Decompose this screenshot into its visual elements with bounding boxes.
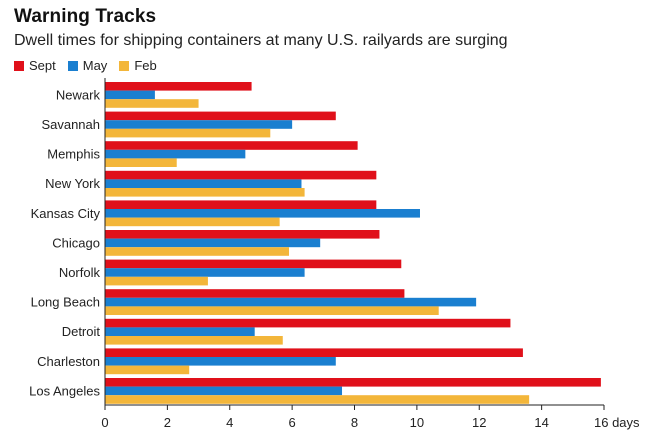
bar-new-york-may bbox=[105, 179, 302, 188]
legend-swatch-may bbox=[67, 60, 78, 71]
bar-los-angeles-may bbox=[105, 386, 343, 396]
chart-subtitle: Dwell times for shipping containers at m… bbox=[14, 32, 508, 49]
legend-item-may: May bbox=[67, 58, 108, 73]
bar-norfolk-sept bbox=[105, 259, 402, 269]
bar-chicago-feb bbox=[105, 247, 290, 256]
bar-chicago-may bbox=[105, 238, 321, 248]
bar-memphis-sept bbox=[105, 141, 358, 150]
chart-title: Warning Tracks bbox=[14, 6, 157, 27]
x-tick-label-0: 0 bbox=[101, 415, 108, 430]
bar-newark-feb bbox=[105, 99, 199, 108]
bar-norfolk-feb bbox=[105, 276, 208, 286]
bar-norfolk-may bbox=[105, 268, 305, 277]
legend-label-sept: Sept bbox=[29, 58, 56, 73]
category-label-savannah: Savannah bbox=[41, 117, 100, 132]
legend-label-feb: Feb bbox=[134, 58, 157, 73]
x-tick-label-6: 6 bbox=[289, 415, 296, 430]
bar-savannah-feb bbox=[105, 128, 271, 138]
category-label-newark: Newark bbox=[56, 87, 101, 102]
bar-kansas-city-sept bbox=[105, 200, 377, 209]
legend-item-sept: Sept bbox=[14, 58, 56, 73]
x-tick-label-4: 4 bbox=[226, 415, 233, 430]
bar-newark-sept bbox=[105, 82, 252, 91]
category-label-detroit: Detroit bbox=[62, 324, 101, 339]
category-label-los-angeles: Los Angeles bbox=[29, 383, 100, 398]
x-tick-label-8: 8 bbox=[351, 415, 358, 430]
bar-los-angeles-feb bbox=[105, 395, 530, 404]
bar-chicago-sept bbox=[105, 230, 380, 239]
category-label-new-york: New York bbox=[45, 176, 100, 191]
bar-kansas-city-feb bbox=[105, 217, 280, 227]
bar-charleston-feb bbox=[105, 365, 190, 375]
legend-label-may: May bbox=[82, 58, 108, 73]
chart-legend: Sept May Feb bbox=[14, 58, 169, 73]
x-tick-label-2: 2 bbox=[164, 415, 171, 430]
x-tick-label-12: 12 bbox=[472, 415, 486, 430]
bar-long-beach-sept bbox=[105, 289, 405, 298]
bar-detroit-feb bbox=[105, 336, 283, 345]
bar-memphis-feb bbox=[105, 158, 177, 167]
bar-savannah-sept bbox=[105, 111, 336, 121]
legend-swatch-sept bbox=[14, 60, 24, 71]
category-label-chicago: Chicago bbox=[52, 235, 100, 250]
legend-item-feb: Feb bbox=[119, 58, 157, 73]
category-label-kansas-city: Kansas City bbox=[31, 206, 101, 221]
bar-new-york-sept bbox=[105, 170, 377, 180]
bar-charleston-sept bbox=[105, 348, 523, 357]
legend-swatch-feb bbox=[119, 60, 130, 71]
bar-memphis-may bbox=[105, 149, 246, 159]
x-tick-label-10: 10 bbox=[410, 415, 424, 430]
category-label-charleston: Charleston bbox=[37, 354, 100, 369]
bar-los-angeles-sept bbox=[105, 378, 601, 387]
bar-charleston-may bbox=[105, 357, 336, 366]
bar-kansas-city-may bbox=[105, 209, 420, 218]
category-label-long-beach: Long Beach bbox=[31, 295, 100, 310]
bar-savannah-may bbox=[105, 120, 293, 129]
bar-newark-may bbox=[105, 90, 155, 100]
x-tick-label-14: 14 bbox=[534, 415, 548, 430]
bar-detroit-sept bbox=[105, 318, 511, 328]
bar-long-beach-may bbox=[105, 297, 477, 307]
bar-long-beach-feb bbox=[105, 306, 439, 315]
x-tick-label-16: 16 days bbox=[594, 415, 640, 430]
bar-detroit-may bbox=[105, 327, 255, 336]
bar-new-york-feb bbox=[105, 188, 305, 197]
category-label-norfolk: Norfolk bbox=[59, 265, 101, 280]
category-label-memphis: Memphis bbox=[47, 147, 100, 162]
